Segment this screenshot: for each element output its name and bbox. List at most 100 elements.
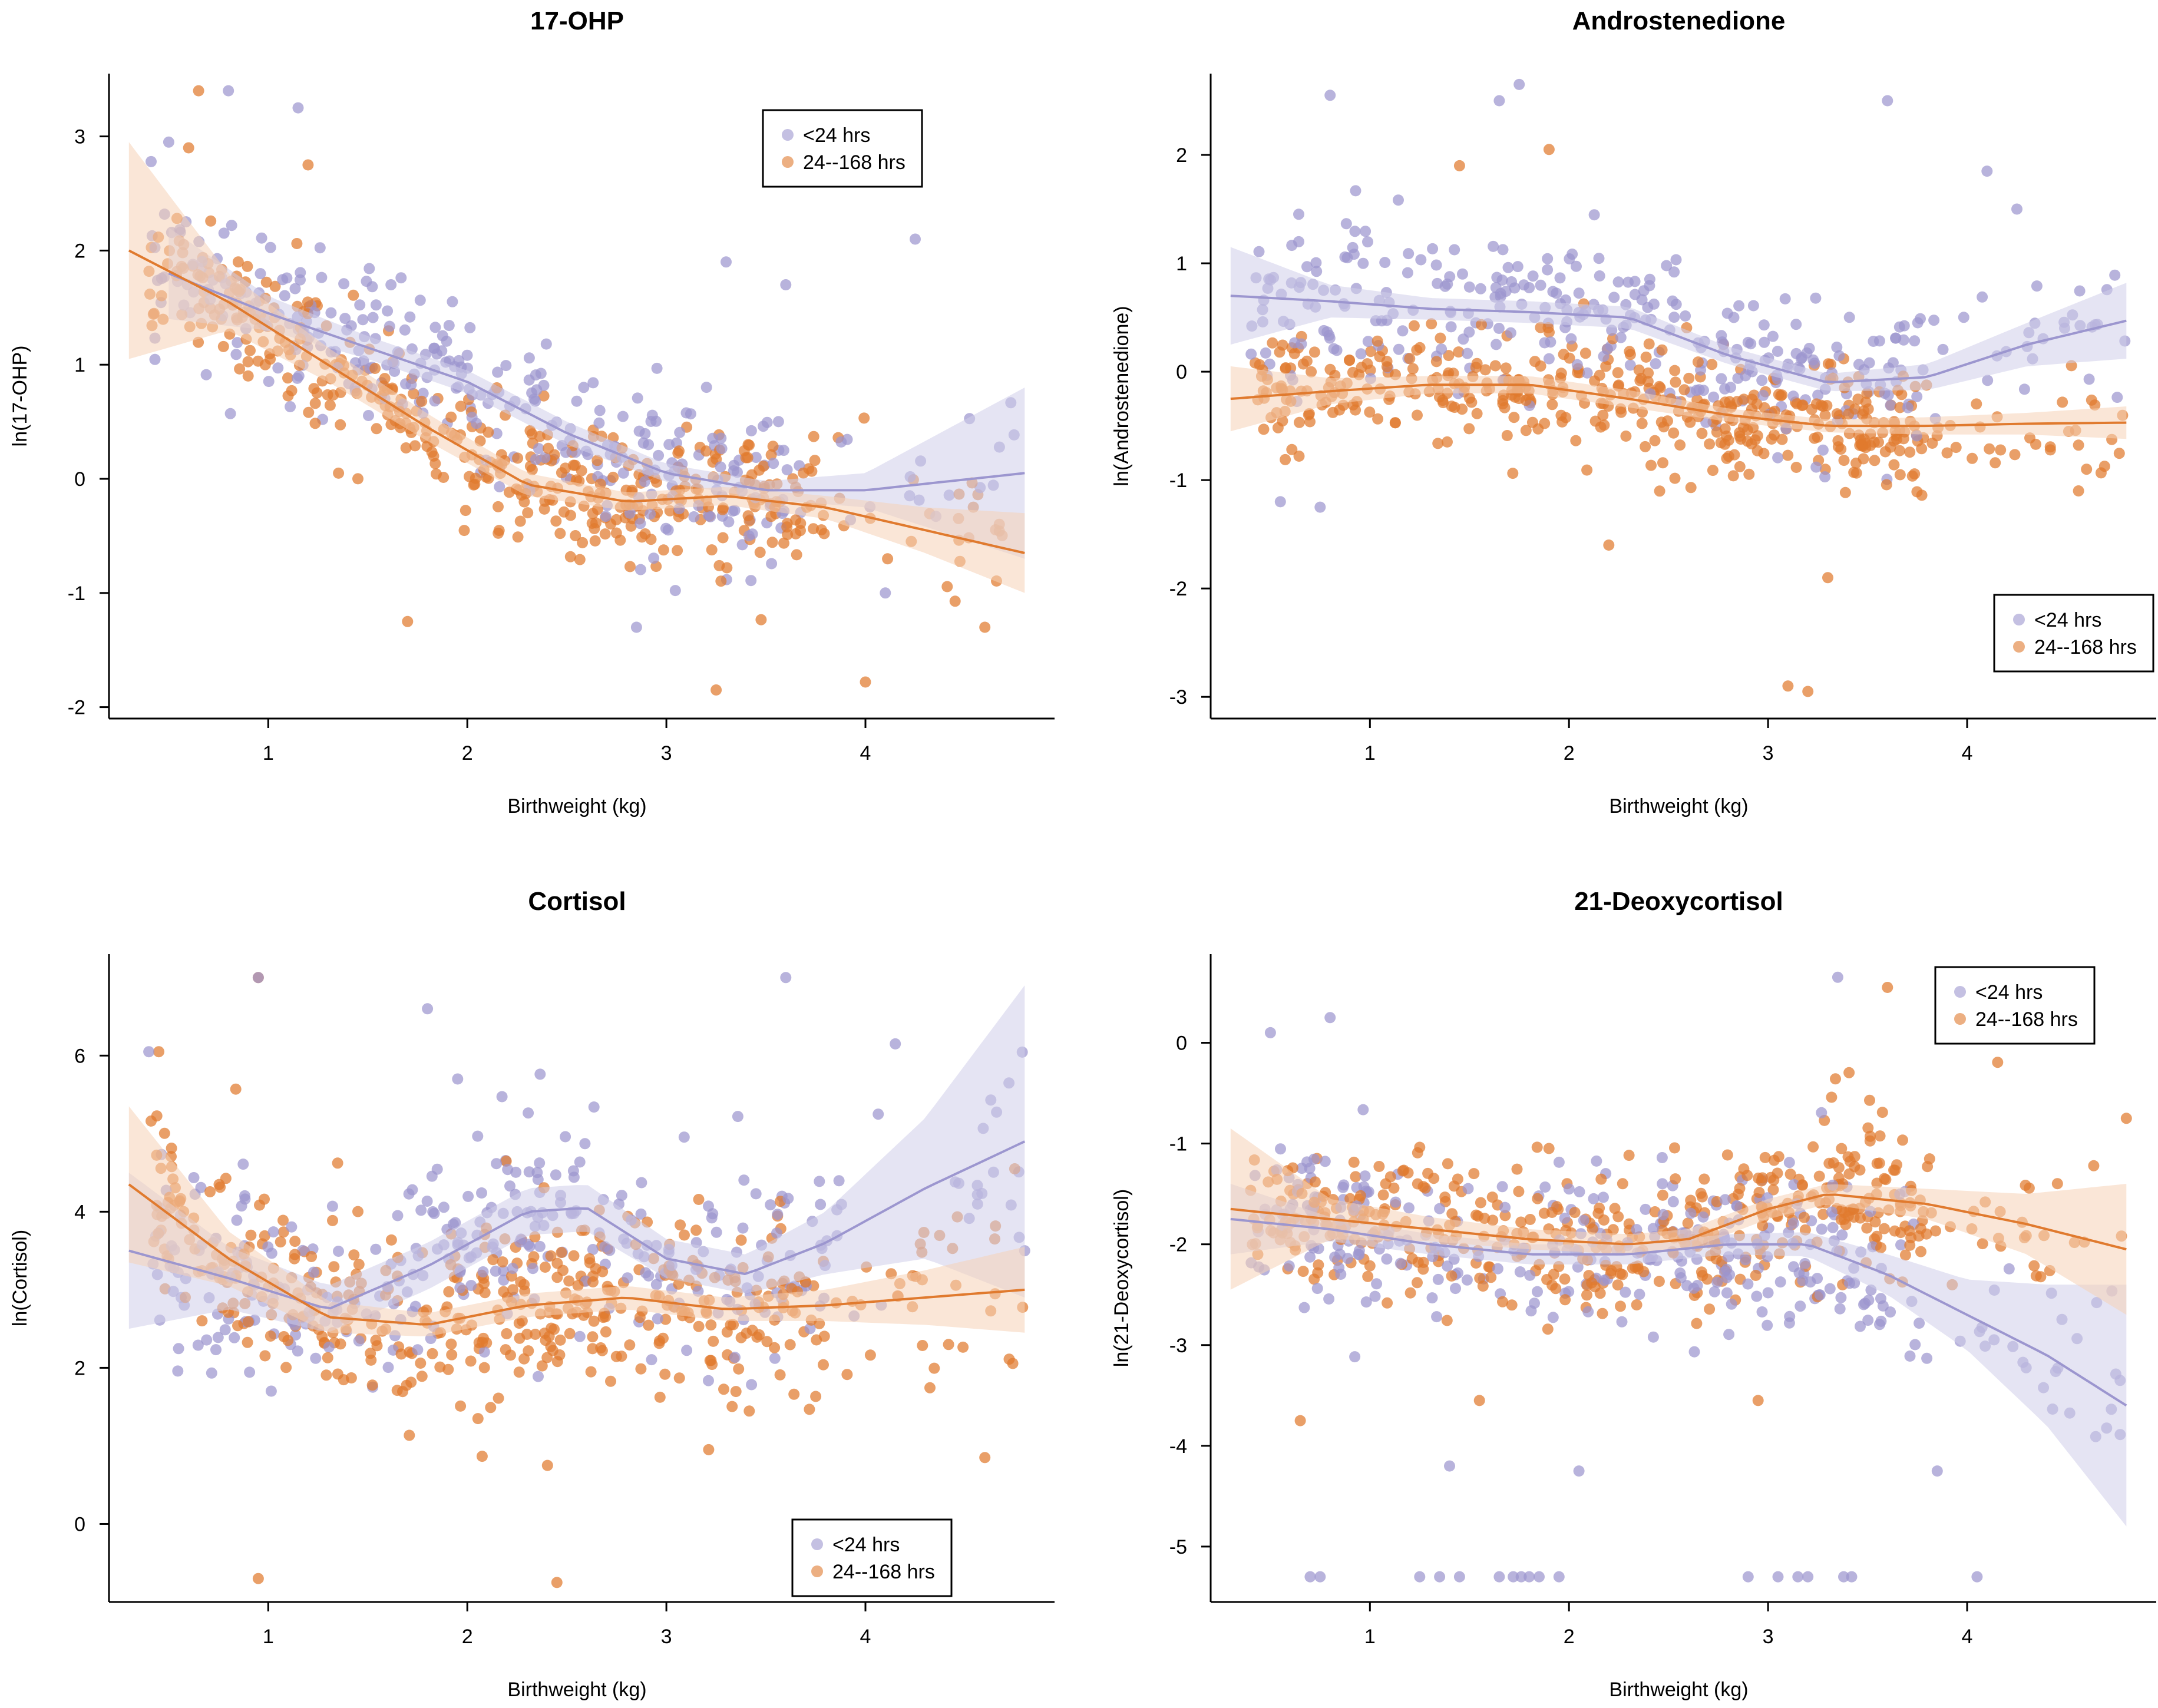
data-point-lt24 <box>1340 218 1352 230</box>
data-point-h24_168 <box>404 1429 415 1441</box>
data-point-lt24 <box>1275 1143 1286 1155</box>
legend-label-lt24: <24 hrs <box>1975 981 2043 1004</box>
data-point-h24_168 <box>303 406 315 418</box>
data-point-lt24 <box>210 1344 222 1356</box>
data-point-h24_168 <box>1843 1168 1855 1180</box>
data-point-h24_168 <box>1654 485 1665 497</box>
data-point-h24_168 <box>1439 1191 1451 1203</box>
data-point-h24_168 <box>1645 459 1657 471</box>
data-point-lt24 <box>1496 1181 1508 1193</box>
data-point-h24_168 <box>1286 443 1298 455</box>
data-point-h24_168 <box>2023 1182 2035 1194</box>
data-point-h24_168 <box>717 532 729 544</box>
data-point-lt24 <box>1827 1222 1839 1233</box>
data-point-lt24 <box>2011 203 2022 215</box>
legend-label-h24_168: 24--168 hrs <box>803 151 905 174</box>
data-point-h24_168 <box>654 1391 666 1403</box>
data-point-lt24 <box>2074 285 2086 297</box>
data-point-h24_168 <box>1875 1242 1886 1253</box>
data-point-h24_168 <box>1589 375 1601 387</box>
data-point-h24_168 <box>309 418 321 429</box>
data-point-lt24 <box>1981 165 1993 177</box>
data-point-h24_168 <box>269 280 281 292</box>
data-point-h24_168 <box>1546 399 1558 411</box>
data-point-h24_168 <box>391 1385 403 1396</box>
data-point-lt24 <box>652 1313 663 1325</box>
data-point-h24_168 <box>333 467 345 479</box>
data-point-lt24 <box>1904 1350 1916 1362</box>
data-point-h24_168 <box>1642 376 1654 388</box>
data-point-h24_168 <box>536 1360 548 1372</box>
legend-box <box>762 109 923 188</box>
data-point-h24_168 <box>551 1356 563 1368</box>
data-point-h24_168 <box>1858 453 1869 465</box>
data-point-lt24 <box>1393 343 1404 355</box>
smooth-line-lt24 <box>1230 1217 2127 1407</box>
y-tick-label: 3 <box>74 126 85 148</box>
data-point-lt24 <box>1795 1300 1806 1312</box>
data-point-h24_168 <box>1752 1395 1764 1406</box>
data-point-lt24 <box>534 1068 546 1080</box>
x-tick-label: 2 <box>462 1626 473 1648</box>
data-point-lt24 <box>1414 1571 1426 1583</box>
data-point-lt24 <box>523 352 535 364</box>
data-point-h24_168 <box>1656 344 1668 356</box>
data-point-h24_168 <box>524 425 536 436</box>
data-point-h24_168 <box>244 345 256 356</box>
data-point-lt24 <box>1434 1203 1446 1214</box>
data-point-h24_168 <box>1915 1246 1926 1257</box>
data-point-h24_168 <box>1497 1296 1508 1308</box>
data-point-lt24 <box>650 1279 662 1290</box>
data-point-h24_168 <box>2086 394 2097 406</box>
x-tick-label: 4 <box>1962 1626 1973 1648</box>
data-point-lt24 <box>703 1375 714 1386</box>
data-point-h24_168 <box>587 1343 599 1355</box>
data-point-h24_168 <box>472 1413 484 1425</box>
data-point-lt24 <box>1708 391 1720 403</box>
data-point-lt24 <box>648 552 660 564</box>
data-point-h24_168 <box>1350 404 1361 416</box>
data-point-lt24 <box>765 1199 776 1211</box>
data-point-lt24 <box>1762 1287 1774 1299</box>
data-point-lt24 <box>491 428 503 439</box>
data-point-h24_168 <box>1581 464 1593 476</box>
data-point-h24_168 <box>265 1330 276 1342</box>
data-point-h24_168 <box>2113 448 2125 459</box>
data-point-lt24 <box>1582 1306 1594 1318</box>
data-point-lt24 <box>173 1343 184 1355</box>
data-point-lt24 <box>772 1209 784 1220</box>
data-point-h24_168 <box>193 85 204 97</box>
data-point-h24_168 <box>1984 443 1995 455</box>
data-point-h24_168 <box>395 1348 407 1360</box>
data-point-lt24 <box>635 1208 647 1220</box>
data-point-h24_168 <box>277 1226 289 1238</box>
data-point-lt24 <box>496 1091 508 1103</box>
data-point-lt24 <box>289 283 301 294</box>
data-point-h24_168 <box>1995 444 2007 456</box>
data-point-lt24 <box>1875 1293 1886 1305</box>
data-point-lt24 <box>560 446 571 458</box>
data-point-lt24 <box>163 136 174 148</box>
data-point-lt24 <box>833 1175 845 1187</box>
data-point-lt24 <box>1434 1571 1446 1583</box>
data-point-lt24 <box>1667 1196 1679 1207</box>
data-point-lt24 <box>1824 1283 1836 1295</box>
data-point-lt24 <box>1449 244 1460 256</box>
data-point-lt24 <box>1801 347 1813 359</box>
data-point-lt24 <box>636 1177 647 1189</box>
data-point-lt24 <box>681 1345 693 1356</box>
data-point-h24_168 <box>1304 416 1316 428</box>
data-point-lt24 <box>504 1180 515 1192</box>
data-point-h24_168 <box>1838 455 1850 466</box>
data-point-h24_168 <box>1711 426 1723 438</box>
data-point-lt24 <box>367 312 379 323</box>
data-point-h24_168 <box>458 525 470 537</box>
x-tick-label: 1 <box>263 742 274 764</box>
data-point-lt24 <box>1693 384 1705 396</box>
data-point-h24_168 <box>1501 430 1513 441</box>
data-point-lt24 <box>1573 287 1585 299</box>
data-point-h24_168 <box>1633 364 1645 376</box>
data-point-h24_168 <box>230 1083 242 1095</box>
smooth-line-h24_168 <box>128 1183 1025 1326</box>
data-point-h24_168 <box>322 1352 333 1363</box>
